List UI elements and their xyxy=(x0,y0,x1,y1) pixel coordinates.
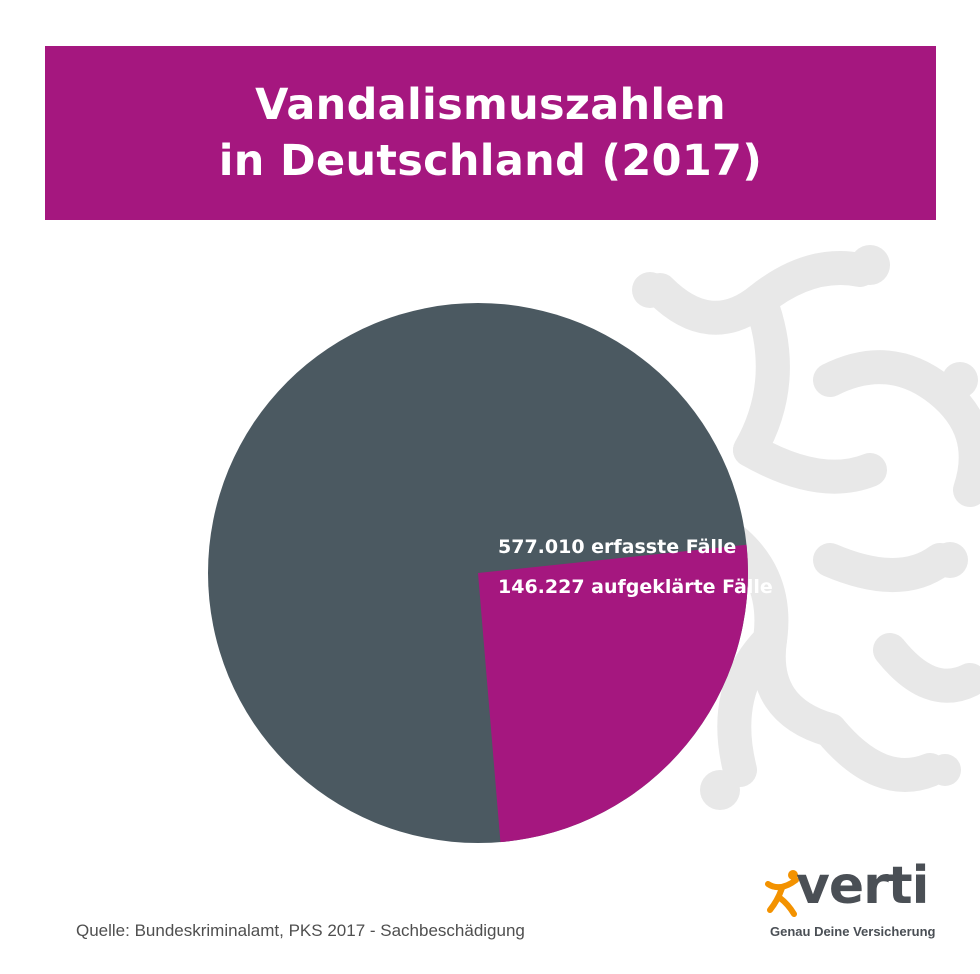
title-line-2: in Deutschland (2017) xyxy=(218,136,763,186)
pie-slice-aufgeklaerte-faelle xyxy=(478,544,748,843)
logo-tagline: Genau Deine Versicherung xyxy=(770,924,936,939)
running-figure-icon xyxy=(765,870,799,917)
title-line-1: Vandalismuszahlen xyxy=(255,80,726,130)
logo-wordmark: verti xyxy=(796,856,929,916)
background-decoration xyxy=(614,245,980,810)
verti-logo: verti Genau Deine Versicherung xyxy=(762,856,942,942)
slice-label-erfasste-faelle: 577.010 erfasste Fälle xyxy=(498,536,736,558)
source-footnote: Quelle: Bundeskriminalamt, PKS 2017 - Sa… xyxy=(76,921,525,940)
title-banner: Vandalismuszahlen in Deutschland (2017) xyxy=(45,46,936,220)
slice-label-aufgeklaerte-faelle: 146.227 aufgeklärte Fälle xyxy=(498,576,773,598)
